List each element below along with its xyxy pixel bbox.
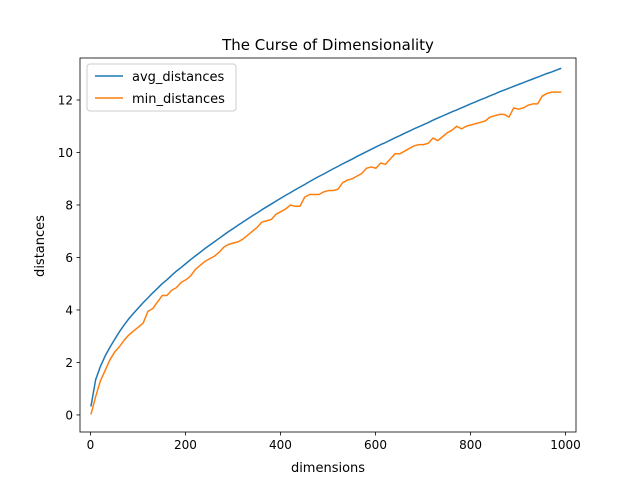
x-tick-label: 0 [87,438,95,452]
x-tick-label: 1000 [550,438,581,452]
legend-label-min_distances: min_distances [132,92,225,107]
y-tick-label: 10 [58,146,73,160]
x-tick-label: 200 [174,438,197,452]
legend-label-avg_distances: avg_distances [132,70,224,85]
y-tick-label: 6 [65,251,73,265]
y-tick-label: 8 [65,198,73,212]
x-axis-label: dimensions [291,461,365,476]
y-tick-label: 4 [65,303,73,317]
plot-area: 0 200 400 600 800 1000 0 2 4 6 8 10 12 avg_distancesm… [58,57,581,452]
y-axis-label: distances [33,215,48,277]
x-tick-label: 400 [269,438,292,452]
y-tick-label: 12 [58,93,73,107]
series-line-avg_distances [90,67,562,407]
y-tick-label: 0 [65,408,73,422]
axes-frame [79,57,577,433]
x-tick-label: 800 [459,438,482,452]
series-line-min_distances [90,91,562,415]
chart-title: The Curse of Dimensionality [221,36,434,54]
y-tick-label: 2 [65,356,73,370]
legend-box [86,63,237,112]
x-tick-label: 600 [364,438,387,452]
